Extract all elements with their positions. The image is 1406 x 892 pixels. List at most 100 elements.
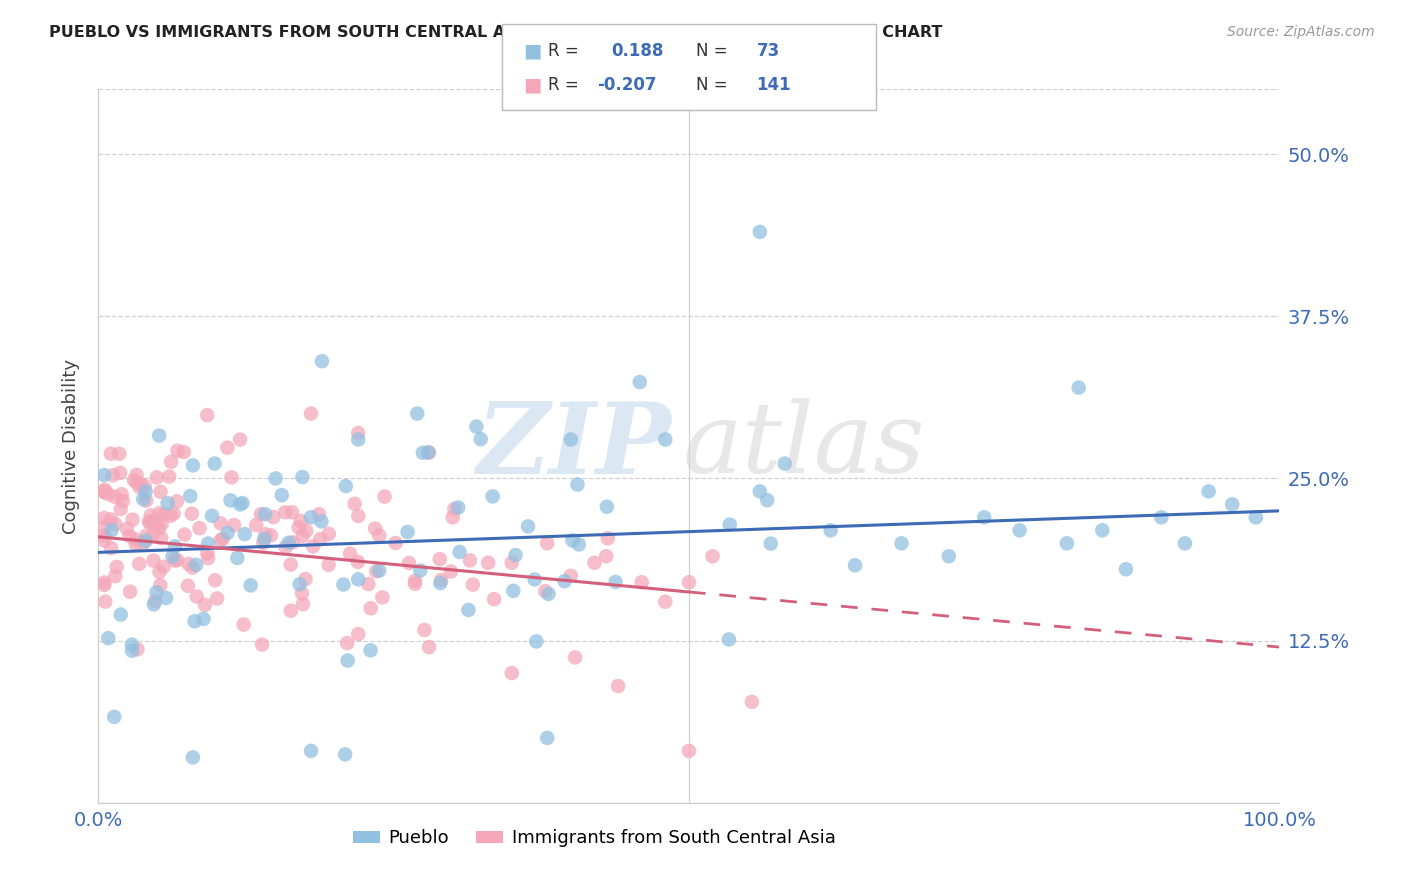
Point — [299, 510, 322, 524]
Point — [1244, 510, 1267, 524]
Point — [231, 496, 253, 510]
Point — [142, 553, 165, 567]
Point — [229, 433, 252, 447]
Point — [773, 457, 796, 471]
Point — [654, 433, 676, 447]
Point — [150, 516, 173, 531]
Point — [748, 225, 770, 239]
Point — [756, 493, 779, 508]
Point — [396, 524, 419, 539]
Point — [145, 517, 167, 532]
Point — [93, 511, 115, 525]
Point — [938, 549, 960, 564]
Point — [132, 492, 155, 507]
Point — [181, 750, 204, 764]
Point — [177, 579, 200, 593]
Point — [148, 521, 170, 535]
Point — [110, 502, 132, 516]
Point — [404, 574, 426, 588]
Point — [373, 490, 395, 504]
Point — [149, 484, 172, 499]
Point — [336, 636, 359, 650]
Point — [347, 627, 370, 641]
Point — [179, 489, 201, 503]
Point — [166, 443, 188, 458]
Point — [406, 407, 429, 421]
Point — [718, 517, 741, 532]
Point — [384, 536, 406, 550]
Point — [973, 510, 995, 524]
Point — [294, 572, 316, 586]
Point — [277, 535, 299, 549]
Point — [156, 496, 179, 510]
Point — [93, 533, 115, 548]
Point — [173, 527, 195, 541]
Point — [418, 445, 440, 459]
Point — [229, 497, 252, 511]
Text: 141: 141 — [756, 76, 792, 94]
Point — [197, 536, 219, 550]
Point — [678, 744, 700, 758]
Point — [121, 638, 143, 652]
Point — [262, 510, 284, 524]
Point — [440, 565, 463, 579]
Point — [561, 533, 583, 548]
Point — [111, 494, 134, 508]
Point — [534, 584, 557, 599]
Point — [1115, 562, 1137, 576]
Point — [336, 654, 359, 668]
Point — [568, 537, 591, 551]
Point — [125, 475, 148, 490]
Point — [299, 744, 322, 758]
Point — [139, 515, 162, 529]
Point — [141, 529, 163, 543]
Point — [222, 518, 245, 533]
Point — [465, 419, 488, 434]
Point — [166, 553, 188, 567]
Text: N =: N = — [696, 42, 727, 60]
Point — [430, 573, 453, 587]
Point — [93, 529, 115, 543]
Point — [820, 524, 842, 538]
Point — [429, 552, 451, 566]
Point — [260, 528, 283, 542]
Point — [103, 710, 125, 724]
Point — [209, 533, 232, 548]
Point — [517, 519, 540, 533]
Point — [630, 575, 652, 590]
Point — [111, 487, 134, 501]
Point — [110, 607, 132, 622]
Point — [94, 483, 117, 497]
Point — [186, 558, 208, 572]
Point — [318, 558, 340, 572]
Point — [100, 523, 122, 537]
Point — [97, 631, 120, 645]
Point — [125, 533, 148, 547]
Point — [366, 565, 388, 579]
Point — [429, 576, 451, 591]
Point — [145, 585, 167, 599]
Point — [717, 632, 740, 647]
Point — [318, 526, 340, 541]
Point — [180, 507, 202, 521]
Point — [536, 536, 558, 550]
Point — [291, 470, 314, 484]
Point — [564, 650, 586, 665]
Point — [146, 470, 169, 484]
Point — [93, 578, 115, 592]
Point — [470, 432, 492, 446]
Point — [596, 531, 619, 545]
Point — [152, 559, 174, 574]
Point — [477, 556, 499, 570]
Point — [311, 514, 333, 528]
Point — [148, 428, 170, 442]
Point — [418, 640, 440, 654]
Point — [93, 521, 115, 535]
Point — [97, 487, 120, 501]
Point — [166, 494, 188, 508]
Point — [291, 529, 314, 543]
Point — [125, 537, 148, 551]
Point — [678, 575, 700, 590]
Text: N =: N = — [696, 76, 727, 94]
Point — [443, 501, 465, 516]
